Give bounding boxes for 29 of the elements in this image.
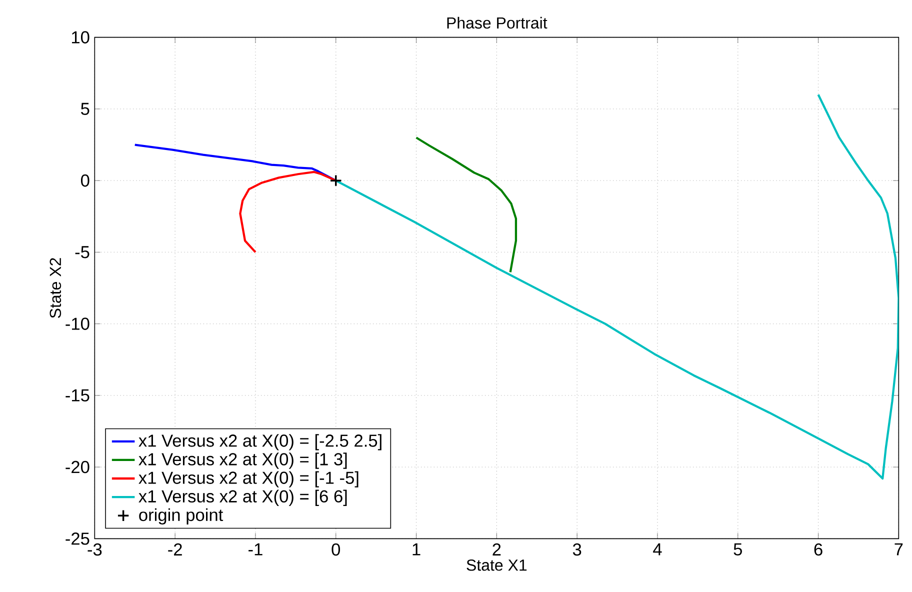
- legend-label: x1 Versus x2 at X(0) = [-1 -5]: [138, 471, 358, 488]
- chart-title: Phase Portrait: [447, 16, 548, 29]
- line-series: [239, 170, 337, 254]
- y-tick-label: 10: [72, 31, 90, 44]
- x-tick-label: 7: [894, 543, 903, 556]
- legend-label: x1 Versus x2 at X(0) = [-2.5 2.5]: [138, 434, 382, 450]
- x-tick-label: 4: [653, 543, 662, 556]
- y-tick-label: 0: [80, 174, 90, 187]
- legend-label: x1 Versus x2 at X(0) = [6 6]: [138, 490, 347, 506]
- y-tick-label: -15: [66, 389, 90, 402]
- x-tick-label: 0: [332, 543, 340, 556]
- x-tick-label: -1: [248, 543, 262, 556]
- y-tick-label: -5: [75, 246, 90, 258]
- line-series: [415, 136, 518, 274]
- x-tick-label: 3: [572, 543, 582, 556]
- legend-label: x1 Versus x2 at X(0) = [1 3]: [138, 452, 347, 469]
- legend-label: origin point: [139, 508, 224, 524]
- x-tick-label: 1: [412, 543, 420, 556]
- y-tick-label: -20: [66, 460, 90, 474]
- y-tick-label: 5: [81, 102, 90, 115]
- x-tick-label: -2: [168, 543, 182, 556]
- y-axis-title: State X2: [50, 258, 62, 318]
- y-tick-label: -10: [66, 318, 90, 330]
- x-axis-title: State X1: [466, 559, 527, 571]
- x-tick-label: 5: [734, 543, 742, 556]
- y-tick-label: -25: [66, 532, 90, 545]
- x-tick-label: -3: [88, 543, 102, 556]
- x-tick-label: 2: [492, 543, 501, 556]
- x-tick-label: 6: [814, 543, 822, 556]
